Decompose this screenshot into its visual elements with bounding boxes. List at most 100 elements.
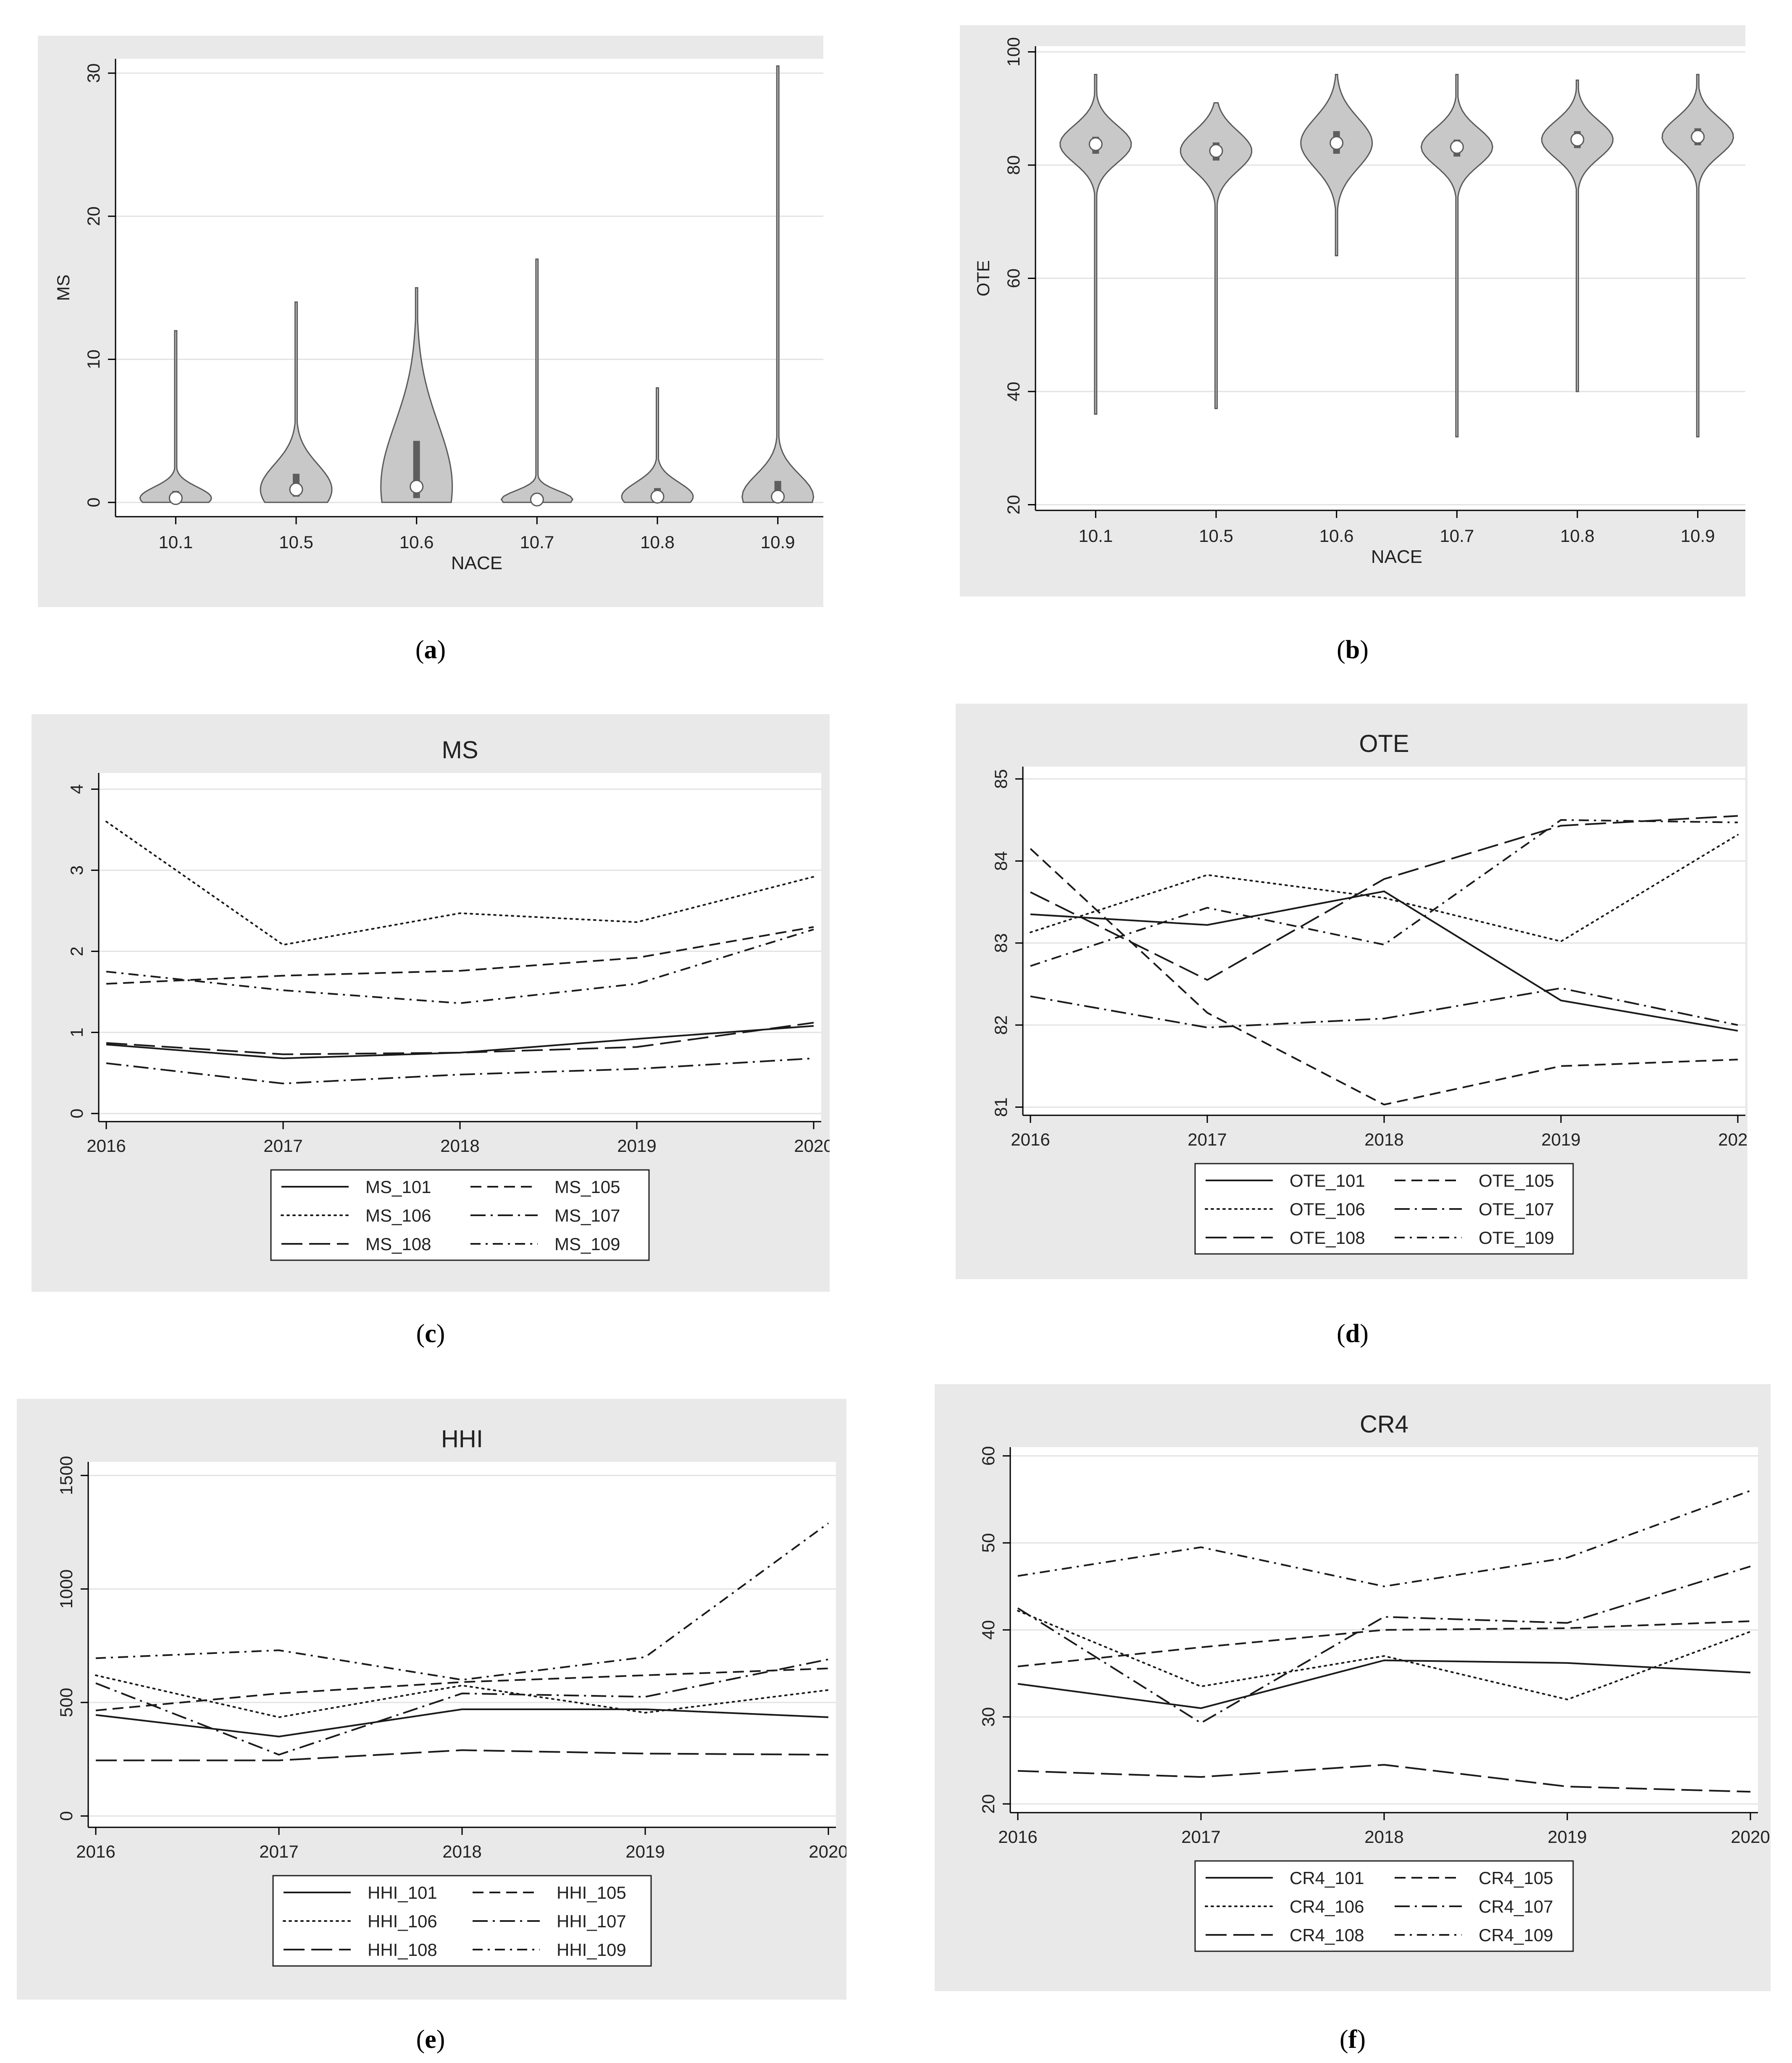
violin-10.6: [1300, 74, 1373, 257]
median-marker-10.7: [530, 492, 544, 507]
series-line-HHI_109: [95, 1522, 829, 1681]
y-tick-label: 20: [978, 1794, 998, 1814]
median-marker-10.5: [1209, 144, 1223, 158]
series-line-HHI_107: [95, 1658, 829, 1756]
x-tick-label: 2017: [259, 1842, 298, 1861]
plot-area: [99, 773, 821, 1122]
violin-10.1: [1059, 74, 1132, 415]
chart-title: CR4: [1360, 1411, 1408, 1438]
y-tick-label: 100: [1004, 37, 1023, 66]
plot-area: [88, 1462, 836, 1827]
y-tick-label: 0: [67, 1109, 87, 1118]
x-tick-label: 10.5: [1199, 526, 1233, 546]
series-line-CR4_108: [1017, 1764, 1751, 1793]
series-line-CR4_105: [1017, 1620, 1751, 1667]
violin-chart-ote: 20 40 60 80 100 OTE NACE 10.1 10.5 10.6 10.7 10.8 10…: [973, 37, 1745, 567]
caption-e: (e): [416, 2025, 445, 2054]
y-tick-label: 85: [991, 769, 1011, 789]
violin-10.8: [1541, 79, 1614, 392]
legend-label-HHI_101: HHI_101: [368, 1883, 437, 1903]
x-tick-label: 2018: [442, 1842, 481, 1861]
x-tick-label: 2020: [794, 1136, 830, 1156]
line-chart-ote: 81 82 83 84 85 OTE 2016 2017 2018 2019 2020 OTE_101…: [991, 730, 1747, 1255]
violin-10.5: [1180, 102, 1253, 409]
y-tick-label: 2: [67, 946, 87, 956]
y-tick-label: 83: [991, 933, 1011, 953]
x-tick-label: 10.8: [1560, 526, 1595, 546]
y-tick-label: 30: [84, 63, 103, 83]
violin-chart-ms: 0 10 20 30 MS NACE 10.1 10.5 10.6 10.7 10.8 10.9: [53, 59, 823, 573]
series-line-MS_106: [105, 820, 815, 946]
median-marker-10.8: [650, 489, 665, 504]
series-line-HHI_108: [96, 1749, 829, 1761]
panel-d: 81 82 83 84 85 OTE 2016 2017 2018 2019 2020 OTE_101…: [956, 704, 1747, 1279]
series-line-MS_107: [106, 1057, 814, 1085]
y-tick-label: 1: [67, 1028, 87, 1037]
median-marker-10.1: [168, 491, 183, 505]
line-chart-cr4: 20 30 40 50 60 CR4 2016 2017 2018 2019 2020 CR4_101…: [978, 1411, 1770, 1952]
median-marker-10.6: [410, 479, 424, 494]
series-line-OTE_105: [1030, 848, 1738, 1106]
legend-label-MS_107: MS_107: [554, 1206, 620, 1225]
y-tick-label: 81: [991, 1097, 1011, 1117]
violin-10.6: [380, 287, 453, 503]
panel-b: 20 40 60 80 100 OTE NACE 10.1 10.5 10.6 10.7 10.8 10…: [960, 25, 1745, 597]
series-line-HHI_101: [95, 1708, 829, 1737]
violin-10.9: [741, 65, 815, 503]
legend-label-OTE_108: OTE_108: [1290, 1228, 1365, 1248]
x-tick-label: 2017: [263, 1136, 302, 1156]
legend-label-CR4_108: CR4_108: [1290, 1925, 1364, 1945]
caption-a: (a): [415, 636, 446, 664]
legend-label-CR4_107: CR4_107: [1479, 1897, 1553, 1916]
panel-e: 0 500 1000 1500 HHI 2016 2017 2018 2019 2020 HHI_1…: [17, 1399, 846, 2000]
x-tick-label: 10.5: [279, 532, 313, 552]
y-tick-label: 60: [978, 1446, 998, 1466]
legend-label-HHI_105: HHI_105: [557, 1883, 626, 1903]
legend: HHI_101 HHI_105 HHI_106 HHI_107 HHI_108 HHI_1…: [272, 1875, 652, 1967]
legend-label-HHI_107: HHI_107: [557, 1911, 626, 1931]
y-tick-label: 1000: [56, 1569, 76, 1608]
y-tick-label: 3: [67, 865, 87, 875]
y-axis-label: MS: [53, 275, 73, 301]
median-marker-10.9: [1691, 130, 1705, 144]
series-line-CR4_109: [1017, 1490, 1751, 1587]
legend: MS_101 MS_105 MS_106 MS_107 MS_108 MS_109: [270, 1169, 650, 1261]
caption-c: (c): [416, 1319, 445, 1348]
caption-b: (b): [1337, 636, 1369, 664]
chart-title: HHI: [441, 1425, 483, 1453]
legend-label-MS_108: MS_108: [365, 1234, 431, 1254]
series-line-MS_105: [106, 926, 814, 985]
y-tick-label: 4: [67, 784, 87, 794]
violin-10.7: [1420, 74, 1493, 438]
panel-f: 20 30 40 50 60 CR4 2016 2017 2018 2019 2020 CR4_101…: [935, 1384, 1771, 1991]
y-tick-label: 0: [56, 1811, 76, 1821]
series-line-OTE_107: [1030, 987, 1738, 1028]
x-tick-label: 2019: [1541, 1130, 1580, 1149]
legend: OTE_101 OTE_105 OTE_106 OTE_107 OTE_108 OTE_1…: [1194, 1163, 1574, 1255]
y-tick-label: 500: [56, 1688, 76, 1717]
violin-10.1: [139, 330, 212, 503]
violin-10.5: [260, 301, 333, 503]
line-chart-hhi: 0 500 1000 1500 HHI 2016 2017 2018 2019 2020 HHI_1…: [56, 1425, 846, 1967]
plot-area: [116, 59, 823, 517]
legend-label-MS_105: MS_105: [554, 1177, 620, 1197]
series-line-OTE_108: [1030, 815, 1738, 981]
x-tick-label: 2017: [1181, 1827, 1220, 1847]
x-tick-label: 10.7: [520, 532, 554, 552]
x-tick-label: 2018: [1364, 1130, 1403, 1149]
y-tick-label: 82: [991, 1015, 1011, 1035]
y-tick-label: 0: [84, 497, 103, 507]
legend-label-MS_109: MS_109: [554, 1234, 620, 1254]
y-tick-label: 50: [978, 1533, 998, 1553]
x-axis-label: NACE: [1371, 547, 1422, 567]
caption-f: (f): [1340, 2025, 1366, 2054]
caption-d: (d): [1337, 1319, 1369, 1348]
violin-10.9: [1661, 74, 1734, 438]
legend-label-HHI_106: HHI_106: [368, 1911, 437, 1931]
series-line-CR4_106: [1017, 1610, 1751, 1700]
y-tick-label: 84: [991, 851, 1011, 871]
series-line-CR4_101: [1017, 1659, 1751, 1709]
violin-10.7: [500, 258, 574, 503]
panel-a: 0 10 20 30 MS NACE 10.1 10.5 10.6 10.7 10.8 10.9: [38, 36, 823, 607]
y-tick-label: 80: [1004, 155, 1023, 175]
